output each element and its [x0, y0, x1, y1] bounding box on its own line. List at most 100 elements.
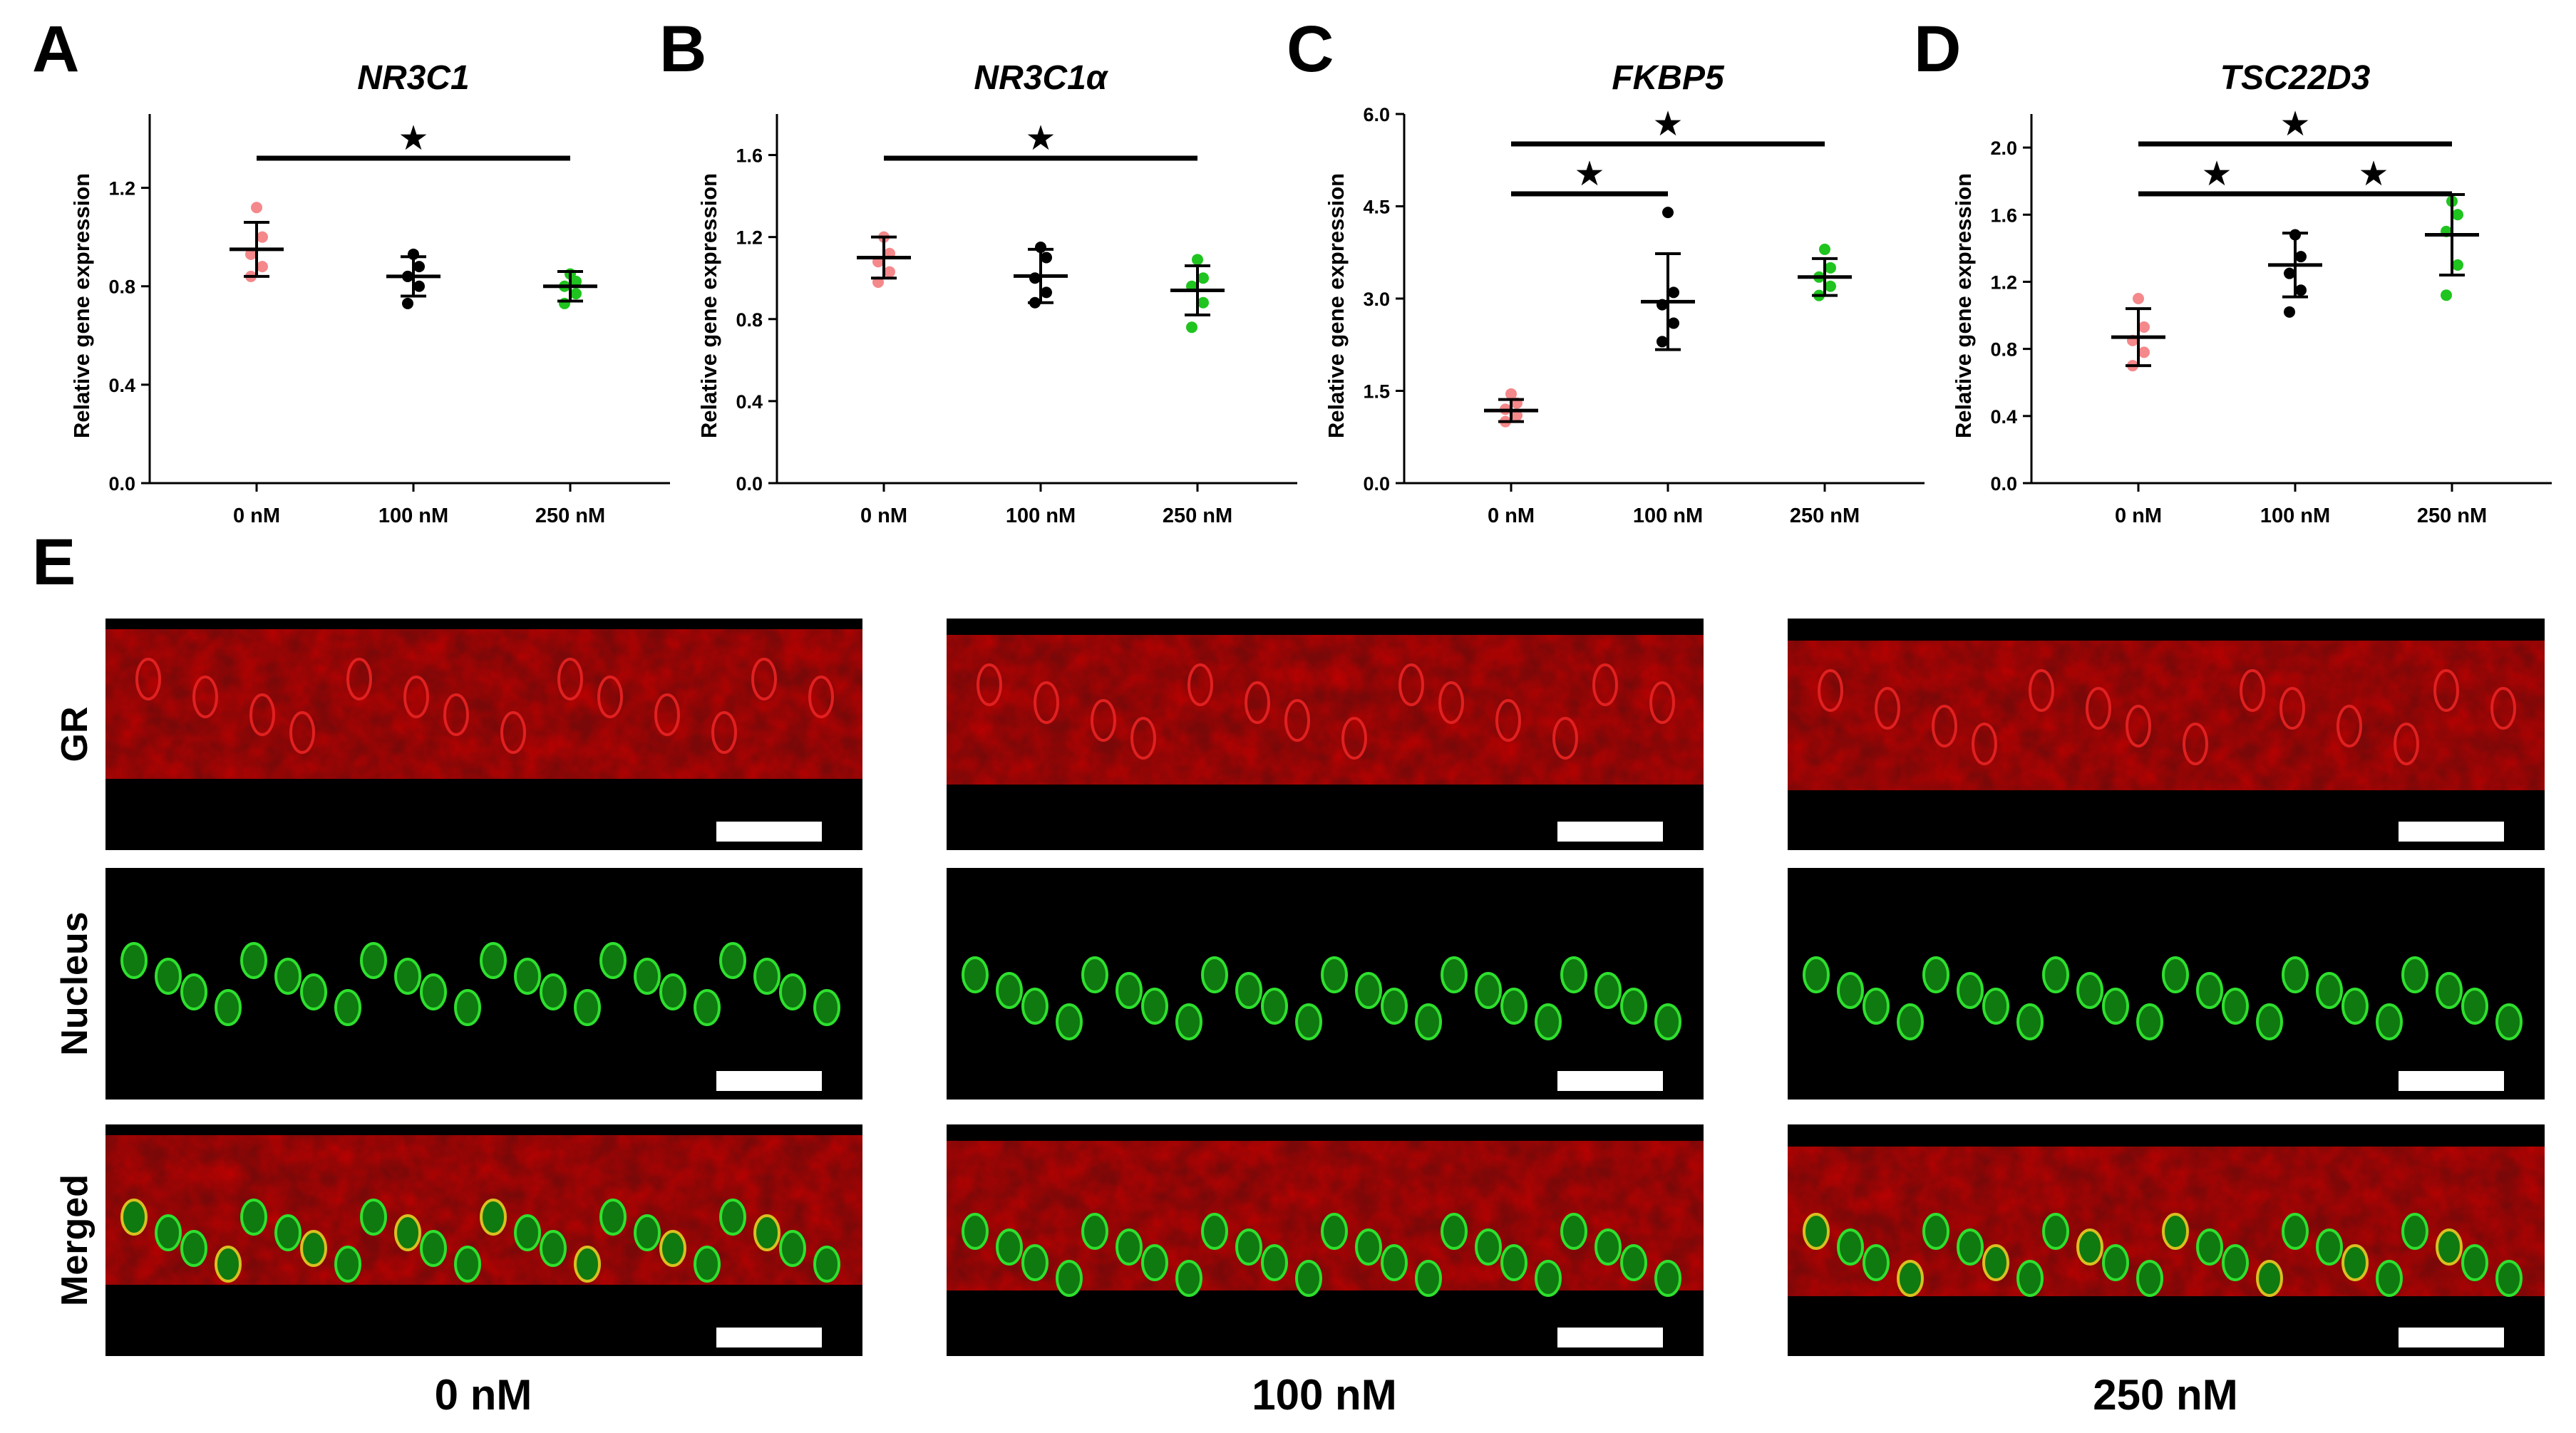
gr-cell-outline [192, 676, 218, 718]
nucleus [274, 1214, 302, 1251]
nucleus [1141, 1244, 1168, 1281]
nucleus [2282, 956, 2309, 993]
nucleus [634, 1214, 661, 1251]
nucleus [1201, 1213, 1228, 1250]
gr-cell-outline [249, 693, 275, 736]
nucleus [694, 989, 721, 1026]
nucleus [574, 1246, 601, 1283]
nucleus [215, 1246, 242, 1283]
data-point [1041, 252, 1052, 264]
nucleus [540, 1230, 567, 1267]
nucleus [1081, 956, 1108, 993]
y-tick-label: 0.4 [736, 391, 763, 413]
nucleus [155, 1214, 182, 1251]
nucleus [996, 972, 1023, 1009]
gr-cell-outline [1818, 669, 1843, 712]
scale-bar [2399, 1071, 2504, 1091]
gr-cell-outline [1649, 681, 1675, 724]
nucleus [2256, 1260, 2283, 1297]
scale-bar [1557, 1071, 1663, 1091]
nucleus [1235, 1228, 1262, 1266]
nucleus [962, 1213, 989, 1250]
chart-title: NR3C1 [357, 59, 469, 97]
x-tick-label: 250 nM [1790, 505, 1860, 527]
significance-star: ★ [2279, 105, 2310, 143]
micrograph-gr-1 [947, 619, 1704, 850]
nucleus [2222, 988, 2249, 1025]
nucleus [1355, 972, 1382, 1009]
micrograph-merged-1 [947, 1124, 1704, 1356]
nucleus [2376, 1003, 2403, 1040]
gr-cell-outline [2183, 723, 2208, 765]
nucleus [1863, 1244, 1890, 1281]
chart-A: A NR3C1 Relative gene expression 0.0 0.4 0.8 1… [32, 13, 670, 527]
significance-star: ★ [1574, 155, 1604, 193]
nucleus [1475, 972, 1502, 1009]
gr-cell-outline [2433, 669, 2459, 712]
nucleus [1235, 972, 1262, 1009]
nucleus [1654, 1003, 1681, 1040]
nucleus [2016, 1260, 2044, 1297]
gr-cell-outline [1284, 699, 1310, 742]
y-axis-label: Relative gene expression [696, 173, 721, 438]
gr-cell-outline [1341, 717, 1367, 760]
nucleus [1475, 1228, 1502, 1266]
panel-label: C [1287, 13, 1334, 86]
gr-cell-outline [1034, 681, 1059, 724]
nucleus [1803, 956, 1830, 993]
scale-bar [716, 822, 822, 842]
nucleus [634, 958, 661, 995]
nucleus [2282, 1213, 2309, 1250]
nucleus [2196, 1228, 2223, 1266]
nucleus [1620, 1244, 1647, 1281]
chart-title: NR3C1α [974, 59, 1108, 97]
chart-C: C FKBP5 Relative gene expression 0.0 1.5 3.0 4… [1287, 13, 1925, 527]
data-point [245, 248, 257, 260]
nucleus [1654, 1260, 1681, 1297]
nucleus [1141, 988, 1168, 1025]
nucleus [2042, 956, 2069, 993]
nucleus [779, 1230, 806, 1267]
data-point [2452, 209, 2463, 221]
nucleus [659, 1230, 686, 1267]
y-tick-label: 1.2 [736, 227, 763, 249]
y-tick-label: 0.8 [736, 309, 763, 331]
gr-cell-outline [654, 693, 680, 736]
y-tick-label: 0.8 [1990, 339, 2017, 361]
nucleus [155, 958, 182, 995]
x-tick-label: 100 nM [1633, 505, 1703, 527]
scale-bar [716, 1328, 822, 1347]
data-point [402, 297, 413, 309]
micrograph-nucleus-1 [947, 868, 1704, 1100]
nucleus [514, 958, 541, 995]
data-point [1825, 280, 1836, 292]
nucleus [813, 1246, 840, 1283]
data-point [2295, 251, 2307, 263]
data-point [1186, 321, 1197, 333]
nucleus [2436, 1228, 2463, 1266]
nucleus [360, 942, 387, 979]
significance-star: ★ [1652, 105, 1683, 143]
y-tick-label: 0.0 [1363, 473, 1390, 495]
gr-cell-outline [443, 693, 469, 736]
nucleus [1560, 1213, 1587, 1250]
data-point [251, 202, 262, 214]
nucleus [454, 989, 481, 1026]
gr-cell-outline [1245, 681, 1270, 724]
nucleus [2222, 1244, 2249, 1281]
nucleus [1594, 972, 1622, 1009]
y-tick-label: 2.0 [1990, 138, 2017, 159]
nucleus [2136, 1260, 2163, 1297]
gr-cell-outline [808, 676, 834, 718]
y-tick-label: 1.5 [1363, 381, 1390, 403]
nucleus [120, 942, 148, 979]
column-label: 100 nM [1252, 1371, 1396, 1419]
micrograph-merged-2 [1788, 1124, 2545, 1356]
data-point [1041, 286, 1052, 299]
nucleus [1500, 988, 1527, 1025]
gr-cell-outline [751, 658, 777, 700]
panel-label: A [32, 13, 79, 86]
data-point [2284, 267, 2295, 279]
nucleus [180, 1230, 207, 1267]
